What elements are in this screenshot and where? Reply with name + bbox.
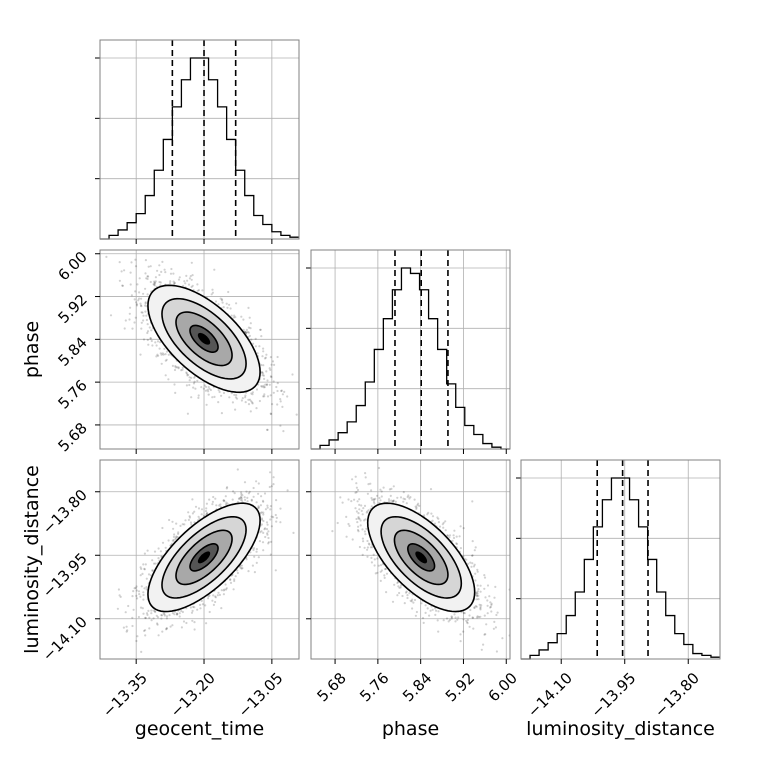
y-axis-label-phase: phase xyxy=(21,321,43,378)
panel-border xyxy=(310,459,511,660)
x-axis-label-luminosity_distance: luminosity_distance xyxy=(526,718,715,740)
y-tick-label-phase-0: 5.68 xyxy=(54,419,90,455)
y-tick-label-luminosity_distance-0: −14.10 xyxy=(39,613,91,665)
joint-geocent_time-phase xyxy=(99,249,300,450)
histogram-geocent_time xyxy=(95,39,300,240)
x-tick-label-geocent_time-1: −13.20 xyxy=(167,669,219,721)
x-tick-label-geocent_time-0: −13.35 xyxy=(99,669,151,721)
y-tick-label-phase-1: 5.76 xyxy=(54,376,90,412)
histogram-step-geocent_time xyxy=(100,57,299,240)
histogram-phase xyxy=(306,249,511,450)
panel-border xyxy=(310,249,511,450)
panel-border xyxy=(99,459,300,660)
contour-line-1 xyxy=(175,311,233,367)
histogram-step-luminosity_distance xyxy=(521,477,720,660)
contour-line-1 xyxy=(175,529,233,586)
contour-line-3 xyxy=(147,284,261,394)
panel-border xyxy=(99,249,300,450)
x-tick-label-phase-2: 5.84 xyxy=(399,669,435,705)
mean-marker xyxy=(417,553,425,561)
x-tick-label-phase-4: 6.00 xyxy=(485,669,521,705)
contour-line-3 xyxy=(147,502,261,613)
x-tick-label-phase-3: 5.92 xyxy=(442,669,478,705)
contour-line-0 xyxy=(189,543,219,572)
contour-line-2 xyxy=(380,515,463,599)
x-axis-label-geocent_time: geocent_time xyxy=(135,718,264,740)
joint-phase-luminosity_distance xyxy=(310,459,511,660)
contour-line-2 xyxy=(161,515,247,599)
panel-border xyxy=(99,39,300,240)
contour-line-0 xyxy=(407,543,436,572)
y-tick-label-phase-4: 6.00 xyxy=(54,248,90,284)
x-axis-label-phase: phase xyxy=(382,718,439,740)
axis-labels: geocent_time phase luminosity_distancephas… xyxy=(21,321,715,740)
y-tick-label-luminosity_distance-1: −13.95 xyxy=(39,549,91,601)
x-tick-label-luminosity_distance-0: −14.10 xyxy=(524,669,576,721)
x-tick-label-luminosity_distance-2: −13.80 xyxy=(651,669,703,721)
x-tick-label-phase-1: 5.76 xyxy=(356,669,392,705)
joint-geocent_time-luminosity_distance xyxy=(99,459,300,660)
histogram-luminosity_distance xyxy=(516,459,721,660)
x-tick-label-phase-0: 5.68 xyxy=(313,669,349,705)
histogram-step-phase xyxy=(311,267,510,450)
mean-marker xyxy=(200,553,208,561)
contour-line-2 xyxy=(161,297,247,380)
x-tick-label-luminosity_distance-1: −13.95 xyxy=(588,669,640,721)
mean-marker xyxy=(200,335,208,343)
contour-line-0 xyxy=(189,324,219,353)
y-axis-label-luminosity_distance: luminosity_distance xyxy=(21,465,43,654)
y-tick-label-phase-2: 5.84 xyxy=(54,333,90,369)
contour-line-1 xyxy=(393,529,449,586)
y-tick-label-phase-3: 5.92 xyxy=(54,291,90,327)
y-tick-label-luminosity_distance-2: −13.80 xyxy=(39,486,91,538)
x-tick-label-geocent_time-2: −13.05 xyxy=(235,669,287,721)
contour-line-3 xyxy=(366,502,476,613)
panel-border xyxy=(520,459,721,660)
